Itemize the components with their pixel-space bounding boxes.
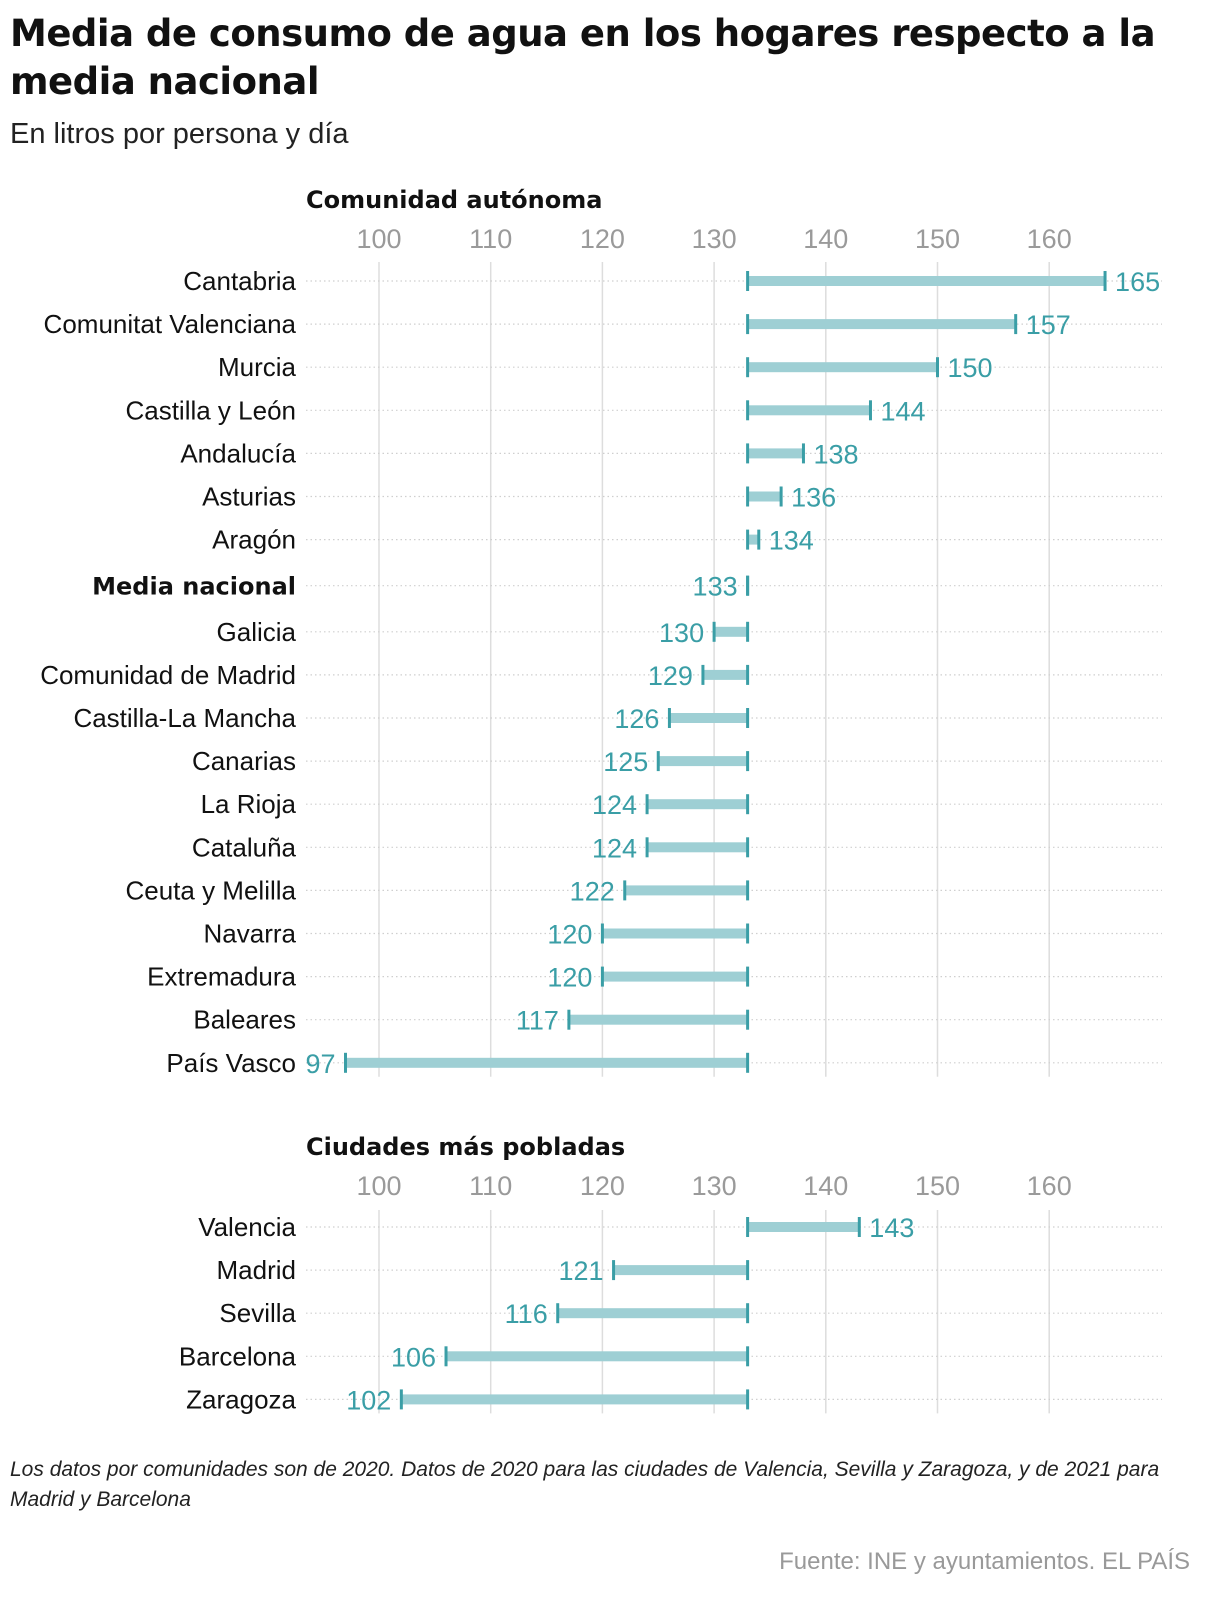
row-label: Valencia: [198, 1212, 296, 1242]
row-label: Murcia: [218, 352, 297, 382]
chart-panel-1: Comunidad autónoma 100 110 120 130 140 150 160 C…: [40, 186, 1162, 1079]
tick-label: 160: [1027, 1171, 1072, 1201]
row-label: Asturias: [202, 482, 296, 512]
row-label: Navarra: [204, 919, 297, 949]
bar: [747, 448, 804, 459]
value-label: 124: [592, 790, 637, 820]
row-label: Castilla-La Mancha: [73, 703, 296, 733]
row-label: Comunitat Valenciana: [44, 309, 297, 339]
bar: [568, 1014, 748, 1025]
row-label: Extremadura: [147, 962, 296, 992]
chart-title: Media de consumo de agua en los hogares …: [10, 12, 1156, 103]
tick-label: 130: [692, 1171, 737, 1201]
value-label: 116: [505, 1299, 548, 1329]
bar: [446, 1351, 748, 1362]
tick-label: 110: [469, 1171, 512, 1201]
row-label: Andalucía: [180, 438, 296, 468]
value-label: 157: [1026, 310, 1071, 340]
bar: [714, 626, 748, 637]
row-label: Cantabria: [183, 266, 296, 296]
bar: [401, 1394, 748, 1405]
bar: [747, 362, 938, 373]
source-credit: Fuente: INE y ayuntamientos. EL PAÍS: [779, 1548, 1190, 1575]
value-label: 129: [648, 661, 693, 691]
bar: [557, 1308, 748, 1319]
tick-label: 100: [356, 1171, 401, 1201]
value-label: 130: [659, 618, 704, 648]
value-label: 136: [791, 483, 836, 513]
value-label: 97: [305, 1049, 335, 1079]
row-label: La Rioja: [201, 789, 297, 819]
tick-label: 140: [803, 1171, 848, 1201]
row-label: Madrid: [217, 1255, 296, 1285]
bar: [647, 842, 748, 853]
value-label: 124: [592, 833, 637, 863]
tick-label: 130: [692, 224, 737, 254]
row-label: Comunidad de Madrid: [40, 660, 296, 690]
row-label: Ceuta y Melilla: [125, 875, 296, 905]
row-label: País Vasco: [166, 1048, 296, 1078]
footnote: Los datos por comunidades son de 2020. D…: [10, 1458, 1160, 1511]
row-label: Baleares: [193, 1005, 296, 1035]
bar: [613, 1265, 748, 1276]
bar: [647, 799, 748, 810]
row-label: Galicia: [217, 617, 297, 647]
bar: [669, 713, 748, 723]
tick-label: 150: [915, 224, 960, 254]
panel-title: Ciudades más pobladas: [306, 1133, 625, 1161]
bar: [702, 669, 748, 680]
value-label: 121: [559, 1256, 604, 1286]
row-label: Cataluña: [192, 832, 297, 862]
bar: [747, 405, 871, 416]
value-label: 143: [869, 1213, 914, 1243]
bar: [658, 756, 748, 767]
bar: [747, 491, 782, 502]
panel-title: Comunidad autónoma: [306, 186, 602, 214]
bar: [747, 276, 1106, 286]
value-label: 120: [547, 963, 592, 993]
value-label: 122: [570, 876, 615, 906]
tick-label: 110: [469, 224, 512, 254]
value-label: 106: [391, 1342, 436, 1372]
row-label: Canarias: [192, 746, 296, 776]
tick-label: 160: [1027, 224, 1072, 254]
row-label: Castilla y León: [125, 395, 296, 425]
bar: [345, 1057, 748, 1068]
bar: [747, 534, 759, 545]
value-label: 165: [1115, 267, 1160, 297]
row-label: Barcelona: [179, 1341, 297, 1371]
bar: [602, 971, 748, 982]
value-label: 102: [346, 1385, 391, 1415]
tick-label: 150: [915, 1171, 960, 1201]
value-label: 117: [516, 1006, 559, 1036]
tick-label: 120: [580, 1171, 625, 1201]
tick-label: 120: [580, 224, 625, 254]
row-label: Sevilla: [219, 1298, 296, 1328]
tick-label: 100: [356, 224, 401, 254]
row-label: Zaragoza: [186, 1384, 296, 1414]
value-label: 126: [614, 704, 659, 734]
value-label: 138: [813, 439, 858, 469]
value-label: 133: [693, 572, 738, 602]
bar: [747, 1222, 860, 1232]
bar: [747, 319, 1016, 330]
row-label: Aragón: [212, 525, 296, 555]
value-label: 120: [547, 920, 592, 950]
bar: [602, 928, 748, 939]
chart-subtitle: En litros por persona y día: [10, 118, 349, 150]
tick-label: 140: [803, 224, 848, 254]
value-label: 150: [948, 353, 993, 383]
value-label: 134: [769, 526, 814, 556]
value-label: 144: [880, 396, 925, 426]
value-label: 125: [603, 747, 648, 777]
row-label: Media nacional: [92, 573, 296, 601]
bar: [624, 885, 748, 896]
